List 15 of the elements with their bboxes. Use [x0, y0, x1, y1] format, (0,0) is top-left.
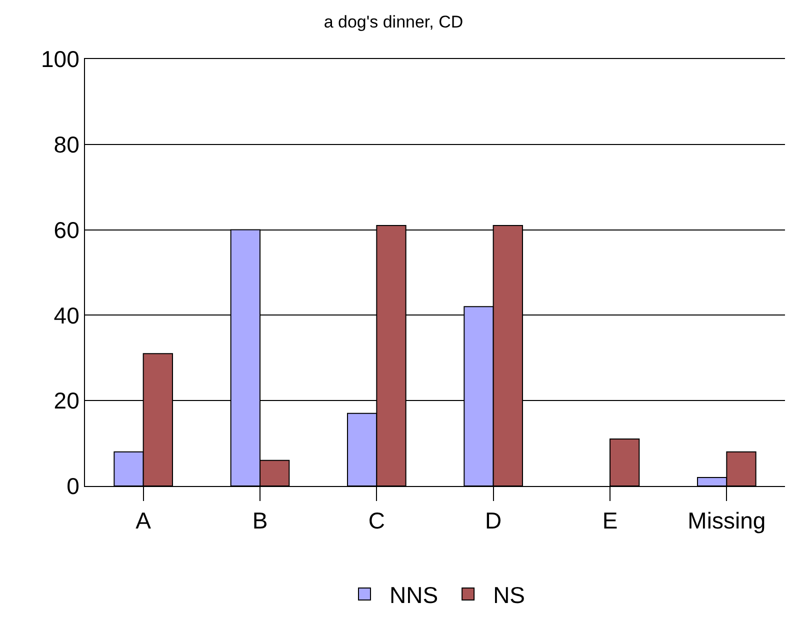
y-tick-label: 100: [41, 46, 80, 72]
y-tick-label: 20: [54, 388, 80, 414]
y-tick-label: 40: [54, 302, 80, 328]
legend-label: NS: [493, 582, 526, 608]
y-tick-label: 60: [54, 216, 80, 243]
y-tick-label: 0: [66, 473, 80, 500]
x-tick-label: D: [485, 508, 502, 534]
y-tick-label: 80: [54, 131, 80, 158]
x-tick-label: Missing: [688, 508, 766, 534]
x-tick-label: A: [136, 508, 152, 534]
x-tick-label: B: [252, 508, 268, 534]
x-tick-label: E: [602, 508, 618, 534]
x-tick-label: C: [368, 508, 385, 534]
legend-label: NNS: [390, 582, 438, 608]
chart-title: a dog's dinner, CD: [324, 12, 464, 32]
